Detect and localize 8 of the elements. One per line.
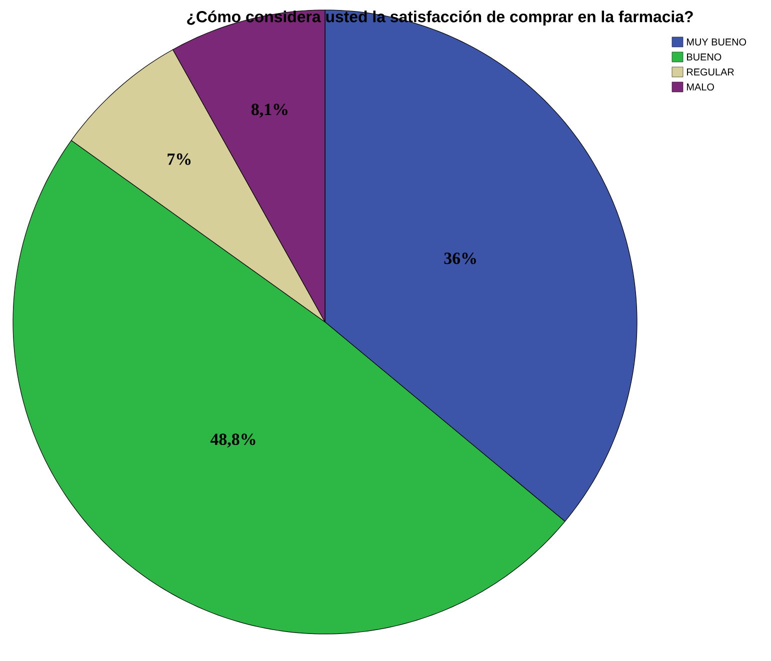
legend-label: REGULAR bbox=[687, 68, 734, 76]
legend-label: MALO bbox=[687, 83, 714, 91]
legend-label: MUY BUENO bbox=[687, 38, 746, 46]
data-label: 8,1% bbox=[251, 104, 288, 118]
data-label: 36% bbox=[444, 252, 476, 264]
legend-label: BUENO bbox=[687, 53, 722, 61]
data-label: 7% bbox=[168, 153, 191, 165]
data-label: 48,8% bbox=[210, 434, 256, 448]
